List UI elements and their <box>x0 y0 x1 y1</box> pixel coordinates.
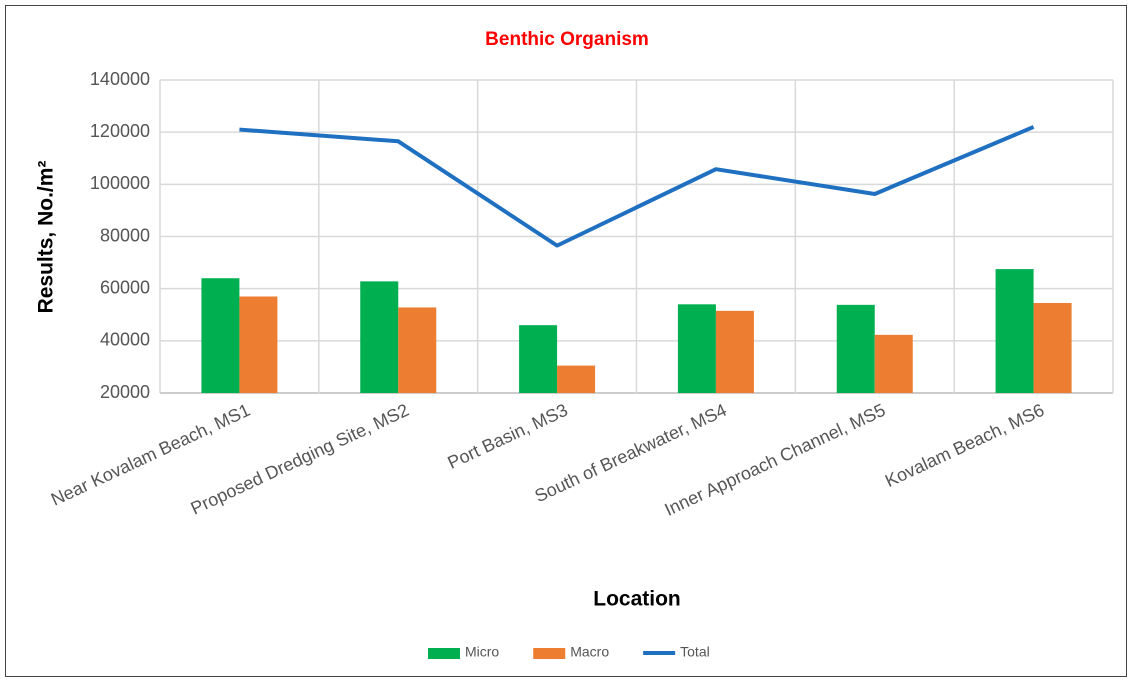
line <box>239 125 1035 248</box>
bar <box>874 334 913 393</box>
y-tick-label: 100000 <box>90 173 150 193</box>
bar <box>519 325 558 393</box>
bar <box>239 296 278 393</box>
bar <box>201 278 240 393</box>
y-tick-label: 120000 <box>90 121 150 141</box>
y-tick-label: 60000 <box>100 277 150 297</box>
y-tick-label: 140000 <box>90 69 150 89</box>
bar <box>398 307 437 393</box>
y-tick-label: 80000 <box>100 225 150 245</box>
x-axis-title: Location <box>593 588 681 611</box>
legend-label: Total <box>680 644 710 660</box>
bar <box>677 304 716 393</box>
legend-label: Micro <box>465 644 499 660</box>
y-tick-label: 20000 <box>100 382 150 402</box>
bar <box>557 365 596 393</box>
chart-title: Benthic Organism <box>485 29 649 50</box>
y-axis-title: Results, No./m² <box>35 161 58 314</box>
y-tick-label: 40000 <box>100 330 150 350</box>
legend-swatch <box>533 648 566 659</box>
legend-swatch <box>428 648 460 659</box>
bar <box>995 269 1034 393</box>
bar <box>360 281 399 393</box>
bar <box>836 304 875 393</box>
bar <box>1033 303 1072 393</box>
legend-label: Macro <box>570 644 609 660</box>
bar <box>715 310 754 393</box>
